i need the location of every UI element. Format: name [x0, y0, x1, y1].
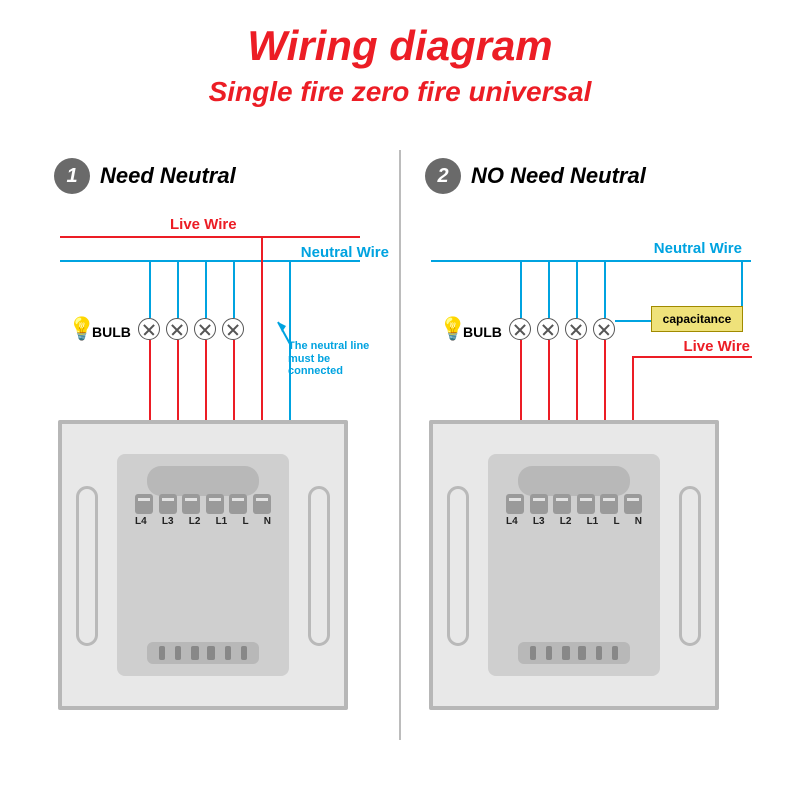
mount-slot-left — [76, 486, 98, 646]
neutral-wire-label: Neutral Wire — [654, 240, 742, 257]
terminal — [624, 494, 642, 514]
neutral-drop — [177, 260, 179, 318]
neutral-note: The neutral line must be connected — [288, 340, 388, 378]
module-body: L4 L3 L2 L1 L N — [117, 454, 289, 676]
neutral-note-line1: The neutral line must be connected — [288, 340, 369, 377]
terminal-label: L1 — [587, 516, 599, 527]
neutral-drop — [548, 260, 550, 318]
module-bottom-bar — [147, 642, 259, 664]
bulb-terminal-icon — [565, 318, 587, 340]
terminal-label: L1 — [216, 516, 228, 527]
neutral-wire-label: Neutral Wire — [301, 244, 389, 261]
capacitance-box: capacitance — [651, 306, 743, 332]
panel-no-neutral: 2 NO Need Neutral Neutral Wire c — [401, 150, 770, 740]
terminal — [530, 494, 548, 514]
terminal-label: L4 — [506, 516, 518, 527]
panel-badge: 1 — [54, 158, 90, 194]
cap-lead — [615, 320, 651, 322]
bulb-terminal-icon — [593, 318, 615, 340]
terminal-label: L — [613, 516, 619, 527]
terminal — [577, 494, 595, 514]
terminal — [135, 494, 153, 514]
mount-slot-left — [447, 486, 469, 646]
bulb-terminal-icon — [222, 318, 244, 340]
panel-heading: Need Neutral — [100, 163, 236, 189]
wiring-area-2: Neutral Wire capacitance — [411, 210, 760, 410]
neutral-wire — [431, 260, 751, 262]
terminal-label: L3 — [162, 516, 174, 527]
terminal — [506, 494, 524, 514]
terminal — [553, 494, 571, 514]
terminal-row — [506, 494, 642, 534]
panel-badge: 2 — [425, 158, 461, 194]
terminal — [253, 494, 271, 514]
neutral-drop — [233, 260, 235, 318]
neutral-drop — [576, 260, 578, 318]
terminal-label: L2 — [189, 516, 201, 527]
module-top-bar — [518, 466, 630, 496]
switch-module: L4 L3 L2 L1 L N — [429, 420, 719, 710]
wiring-area-1: Live Wire Neutral Wire 💡 BULB — [40, 210, 389, 410]
terminal-label: L2 — [560, 516, 572, 527]
page-subtitle: Single fire zero fire universal — [0, 76, 800, 108]
terminal-label: N — [635, 516, 642, 527]
module-top-bar — [147, 466, 259, 496]
panel-heading: NO Need Neutral — [471, 163, 646, 189]
terminal — [182, 494, 200, 514]
terminal-row — [135, 494, 271, 534]
terminal-labels: L4 L3 L2 L1 L N — [506, 516, 642, 527]
neutral-drop — [604, 260, 606, 318]
terminal-label: L4 — [135, 516, 147, 527]
module-body: L4 L3 L2 L1 L N — [488, 454, 660, 676]
neutral-drop — [205, 260, 207, 318]
neutral-drop — [149, 260, 151, 318]
switch-module: L4 L3 L2 L1 L N — [58, 420, 348, 710]
cap-lead-right — [741, 314, 743, 316]
terminal-label: L3 — [533, 516, 545, 527]
cap-neutral-lead — [741, 260, 743, 306]
bulb-label: BULB — [463, 324, 502, 340]
bulb-label: BULB — [92, 324, 131, 340]
page-title: Wiring diagram — [0, 22, 800, 70]
bulb-terminal-icon — [537, 318, 559, 340]
live-wire-label: Live Wire — [170, 216, 237, 233]
bulb-terminal-icon — [509, 318, 531, 340]
module-bottom-bar — [518, 642, 630, 664]
panel-need-neutral: 1 Need Neutral Live Wire Neutral Wire — [30, 150, 399, 740]
terminal-labels: L4 L3 L2 L1 L N — [135, 516, 271, 527]
neutral-drop — [520, 260, 522, 318]
mount-slot-right — [679, 486, 701, 646]
terminal-label: L — [242, 516, 248, 527]
bulb-terminal-icon — [138, 318, 160, 340]
live-feed — [261, 236, 263, 450]
terminal — [206, 494, 224, 514]
mount-slot-right — [308, 486, 330, 646]
terminal — [159, 494, 177, 514]
bulb-terminal-icon — [194, 318, 216, 340]
capacitance-label: capacitance — [663, 312, 732, 326]
live-wire-label: Live Wire — [683, 338, 750, 355]
terminal — [600, 494, 618, 514]
bulb-terminal-icon — [166, 318, 188, 340]
terminal-label: N — [264, 516, 271, 527]
live-wire — [60, 236, 360, 238]
terminal — [229, 494, 247, 514]
panels-row: 1 Need Neutral Live Wire Neutral Wire — [30, 150, 770, 740]
live-wire — [632, 356, 752, 358]
